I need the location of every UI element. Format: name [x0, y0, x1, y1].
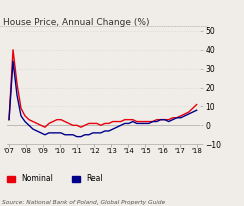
Text: House Price, Annual Change (%): House Price, Annual Change (%)	[3, 18, 150, 27]
Legend: Nominal, Real: Nominal, Real	[7, 174, 102, 183]
Text: Source: National Bank of Poland, Global Property Guide: Source: National Bank of Poland, Global …	[2, 200, 166, 205]
